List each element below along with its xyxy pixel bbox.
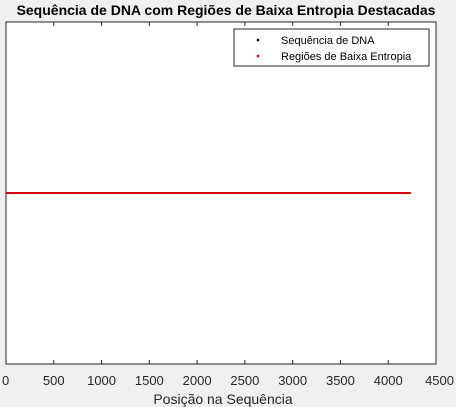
x-tick-label: 0 bbox=[2, 373, 9, 388]
x-axis-ticks: 0 500 1000 1500 2000 2500 3000 3500 4000 4500 bbox=[2, 22, 454, 388]
x-tick-label: 4000 bbox=[374, 373, 403, 388]
x-axis-label: Posição na Sequência bbox=[153, 391, 293, 407]
legend-label-low-entropy: Regiões de Baixa Entropia bbox=[281, 51, 412, 63]
x-tick-label: 3000 bbox=[278, 373, 307, 388]
x-tick-label: 500 bbox=[43, 373, 65, 388]
x-tick-label: 4500 bbox=[425, 373, 454, 388]
legend-marker-dna bbox=[256, 38, 260, 42]
legend-box bbox=[233, 28, 430, 67]
x-tick-label: 2000 bbox=[183, 373, 212, 388]
legend-marker-low-entropy bbox=[256, 54, 260, 58]
x-tick-label: 1500 bbox=[135, 373, 164, 388]
x-tick-label: 1000 bbox=[87, 373, 116, 388]
legend: Sequência de DNA Regiões de Baixa Entrop… bbox=[233, 28, 430, 67]
x-tick-label: 2500 bbox=[230, 373, 259, 388]
legend-label-dna: Sequência de DNA bbox=[281, 35, 375, 47]
x-tick-label: 3500 bbox=[326, 373, 355, 388]
chart-title: Sequência de DNA com Regiões de Baixa En… bbox=[17, 2, 436, 18]
